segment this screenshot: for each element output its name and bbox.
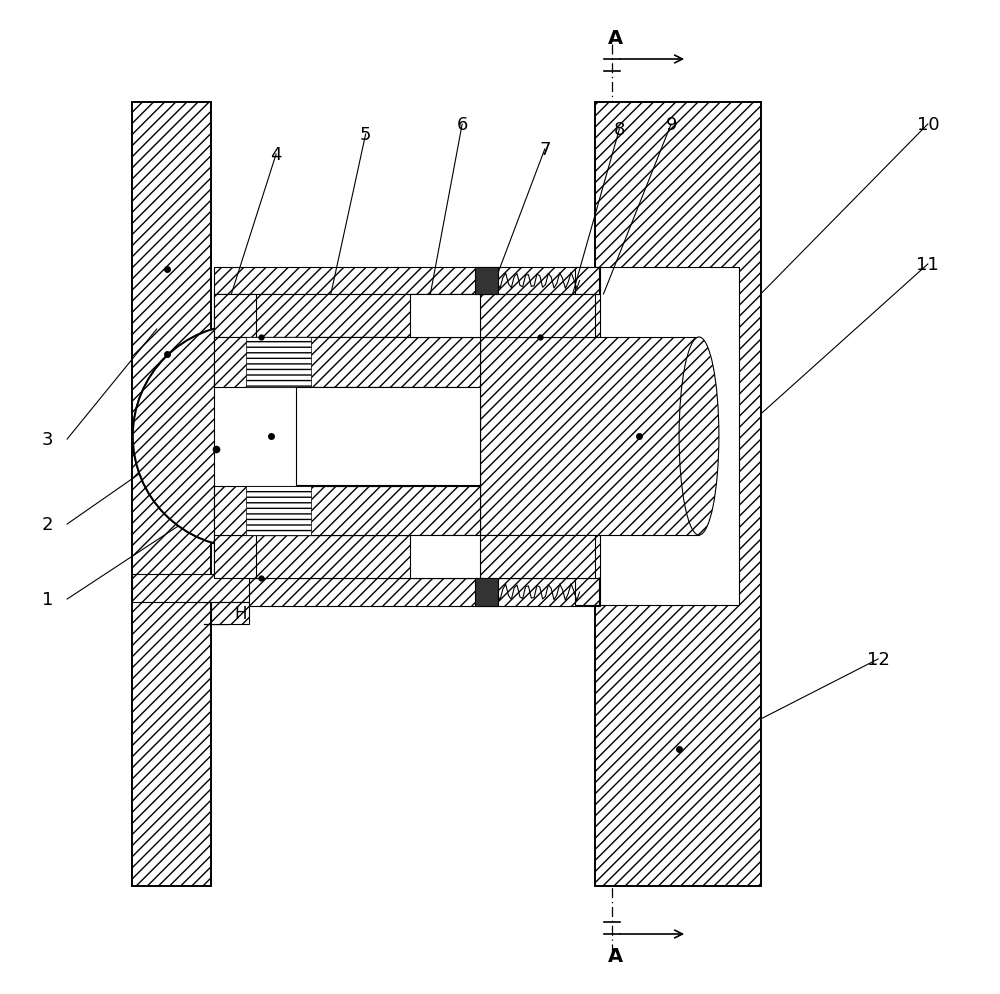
Bar bbox=[410, 294, 480, 338]
Bar bbox=[595, 103, 761, 886]
Text: 4: 4 bbox=[270, 146, 282, 164]
Bar bbox=[214, 536, 256, 579]
Text: 8: 8 bbox=[614, 121, 625, 139]
Text: 12: 12 bbox=[867, 650, 890, 668]
Circle shape bbox=[133, 325, 356, 548]
Bar bbox=[214, 579, 600, 606]
Text: 3: 3 bbox=[42, 430, 53, 448]
Text: A: A bbox=[608, 29, 623, 48]
Text: 5: 5 bbox=[360, 126, 371, 144]
Bar bbox=[480, 338, 699, 536]
Text: A: A bbox=[608, 946, 623, 965]
Bar bbox=[595, 267, 739, 605]
Bar bbox=[296, 388, 480, 485]
Ellipse shape bbox=[679, 338, 719, 536]
Bar bbox=[311, 388, 410, 486]
Bar bbox=[214, 338, 480, 388]
Text: 1: 1 bbox=[42, 590, 53, 608]
Bar bbox=[575, 579, 599, 605]
Text: 9: 9 bbox=[665, 116, 677, 134]
Bar bbox=[480, 536, 595, 579]
Bar bbox=[410, 536, 480, 579]
Bar bbox=[214, 338, 480, 536]
Text: 2: 2 bbox=[42, 516, 53, 534]
Bar bbox=[132, 103, 211, 886]
Bar bbox=[214, 267, 600, 294]
Bar bbox=[132, 575, 249, 602]
Bar bbox=[475, 267, 498, 294]
Text: 10: 10 bbox=[917, 116, 939, 134]
Bar bbox=[211, 602, 249, 624]
Bar bbox=[246, 338, 311, 388]
Text: 6: 6 bbox=[457, 116, 468, 134]
Bar bbox=[246, 486, 311, 536]
Bar bbox=[214, 486, 480, 536]
Text: 7: 7 bbox=[539, 141, 551, 159]
Bar bbox=[214, 536, 600, 579]
Bar bbox=[214, 294, 600, 338]
Bar bbox=[480, 294, 595, 338]
Bar bbox=[214, 294, 256, 338]
Bar bbox=[575, 267, 599, 294]
Bar bbox=[475, 579, 498, 606]
Circle shape bbox=[133, 325, 356, 548]
Text: 11: 11 bbox=[916, 255, 939, 273]
Text: H: H bbox=[234, 604, 247, 622]
